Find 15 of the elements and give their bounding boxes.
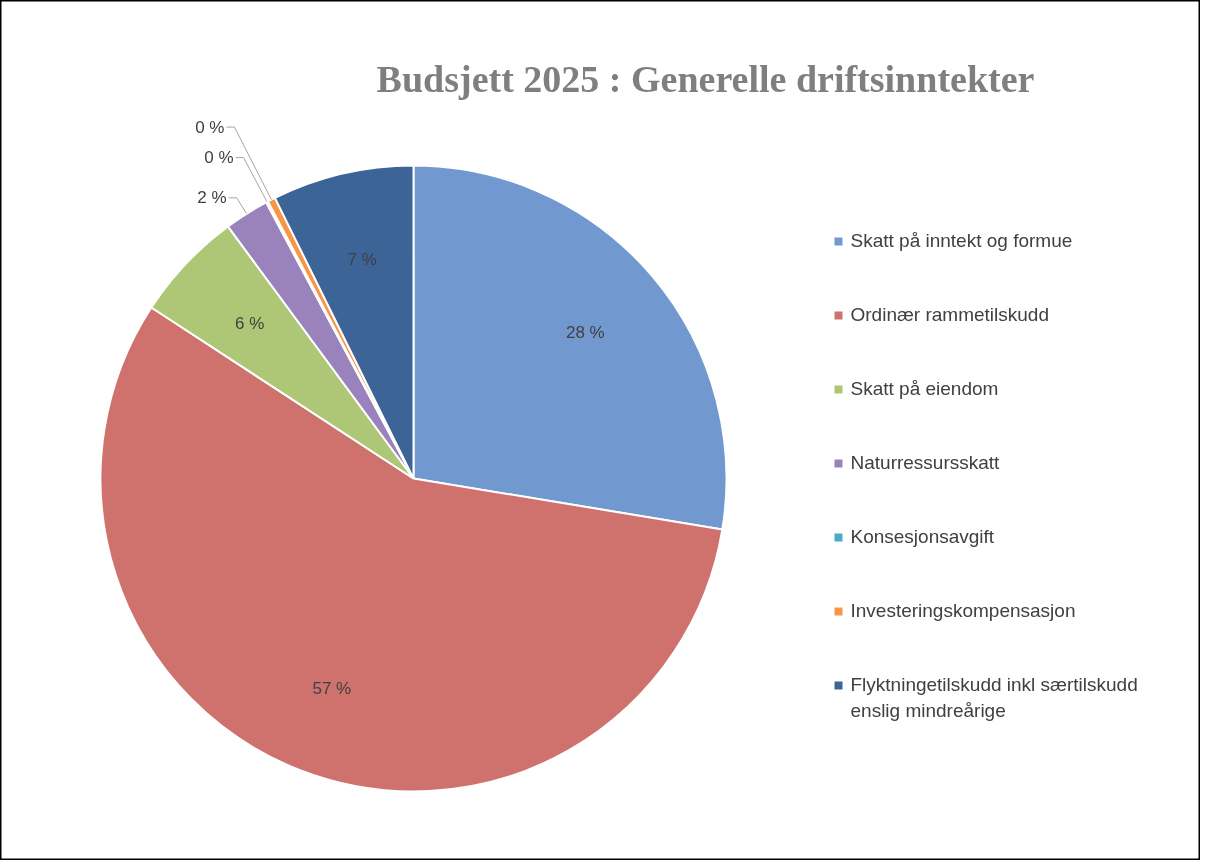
legend-label: Konsesjonsavgift: [850, 525, 995, 547]
legend-label: Ordinær rammetilskudd: [850, 303, 1049, 325]
data-label: 0 %: [195, 117, 225, 137]
legend-label: Skatt på eiendom: [850, 377, 999, 399]
legend-label: Flyktningetilskudd inkl særtilskudd enslig mindreårige: [850, 673, 1138, 721]
data-label: 2 %: [197, 188, 227, 208]
chart-title: Budsjett 2025 : Generelle driftsinntekter: [376, 57, 1035, 100]
data-label: 6 %: [235, 314, 265, 334]
legend-label: Naturressursskatt: [850, 451, 1001, 473]
data-label: 28 %: [565, 323, 605, 343]
legend-label: Investeringskompensasjon: [850, 599, 1076, 621]
data-label: 57 %: [312, 679, 352, 699]
data-label: 0 %: [204, 148, 234, 168]
legend-label: Skatt på inntekt og formue: [850, 229, 1073, 251]
data-label: 7 %: [347, 249, 377, 269]
